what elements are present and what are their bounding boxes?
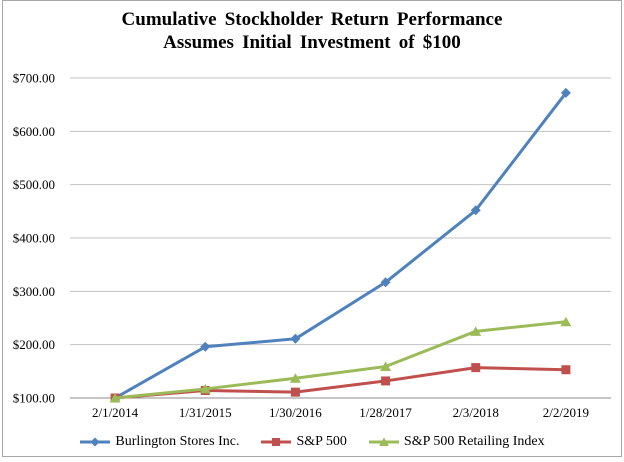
- triangle-marker: [199, 383, 211, 394]
- diamond-marker: [560, 87, 571, 98]
- diamond-marker: [470, 205, 481, 216]
- triangle-marker: [289, 373, 301, 383]
- x-tick-label: 2/1/2014: [92, 405, 139, 420]
- legend: Burlington Stores Inc. S&P 500 S&P 500 Ret…: [3, 431, 621, 453]
- triangle-marker: [109, 393, 121, 403]
- x-tick-label: 1/28/2017: [359, 405, 412, 420]
- x-tick-label: 2/3/2018: [453, 405, 499, 420]
- x-tick-label: 1/30/2016: [269, 405, 322, 420]
- series-line-0: [113, 91, 568, 400]
- chart-title: Cumulative Stockholder Return Performanc…: [3, 8, 621, 54]
- triangle-marker: [560, 316, 572, 327]
- legend-item: Burlington Stores Inc.: [79, 434, 239, 450]
- y-tick-label: $700.00: [13, 71, 55, 86]
- diamond-marker: [380, 277, 391, 288]
- plot-area: $100.00 $200.00 $300.00 $400.00 $500.00 $600.…: [13, 71, 611, 420]
- y-tick-label: $300.00: [13, 284, 55, 299]
- y-tick-label: $500.00: [13, 177, 55, 192]
- square-marker: [561, 365, 571, 375]
- y-tick-label: $100.00: [13, 391, 55, 406]
- triangle-legend-marker-icon: [368, 437, 399, 447]
- series-line-2: [113, 320, 568, 400]
- chart-title-line2: Assumes Initial Investment of $100: [163, 32, 461, 53]
- x-tick-label: 1/31/2015: [179, 405, 232, 420]
- triangle-marker: [380, 361, 392, 372]
- legend-label: Burlington Stores Inc.: [115, 434, 240, 449]
- y-tick-label: $200.00: [13, 337, 55, 352]
- triangle-marker: [470, 326, 482, 336]
- diamond-legend-marker-icon: [80, 437, 111, 447]
- square-marker: [381, 376, 391, 386]
- square-marker: [471, 363, 481, 373]
- chart-title-line1: Cumulative Stockholder Return Performanc…: [121, 9, 503, 30]
- legend-label: S&P 500: [296, 434, 347, 449]
- x-tick-label: 2/2/2019: [543, 405, 589, 420]
- square-marker: [290, 387, 300, 397]
- diamond-marker: [200, 341, 211, 352]
- legend-item: S&P 500 Retailing Index: [368, 434, 545, 450]
- legend-item: S&P 500: [260, 434, 347, 450]
- y-tick-label: $600.00: [13, 124, 55, 139]
- square-legend-marker-icon: [261, 437, 292, 447]
- legend-label: S&P 500 Retailing Index: [403, 434, 545, 449]
- diamond-marker: [290, 333, 301, 344]
- y-tick-label: $400.00: [13, 231, 55, 246]
